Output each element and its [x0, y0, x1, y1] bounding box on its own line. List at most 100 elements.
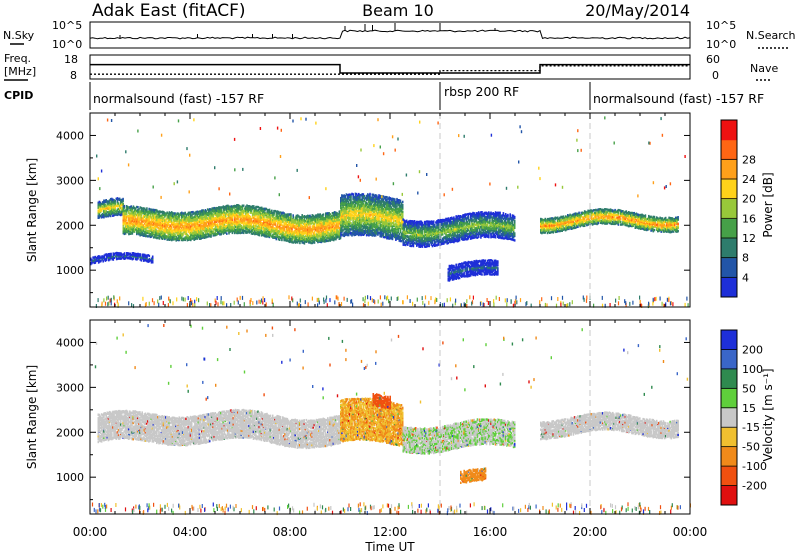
data-cell: [147, 223, 149, 226]
data-cell: [185, 236, 188, 239]
data-cell: [107, 202, 110, 205]
data-cell: [222, 212, 225, 216]
data-cell: [142, 225, 145, 229]
data-cell: [148, 234, 150, 238]
data-cell: [131, 210, 134, 213]
data-cell: [299, 241, 301, 245]
data-cell: [103, 199, 105, 202]
data-cell: [241, 231, 244, 234]
data-cell: [140, 208, 143, 211]
data-cell: [164, 212, 166, 215]
data-cell: [130, 226, 132, 229]
data-cell: [224, 208, 227, 211]
beam-title: Beam 10: [362, 1, 434, 20]
data-cell: [186, 233, 189, 237]
data-cell: [172, 221, 174, 224]
data-cell: [146, 225, 148, 228]
data-cell: [158, 221, 161, 224]
data-cell: [199, 226, 201, 230]
data-cell: [191, 211, 193, 214]
data-cell: [224, 218, 227, 221]
data-cell: [214, 231, 217, 235]
data-cell: [137, 231, 139, 234]
data-cell: [228, 209, 230, 212]
data-cell: [134, 222, 137, 225]
data-cell: [245, 209, 247, 212]
data-cell: [249, 230, 252, 233]
data-cell: [177, 228, 180, 231]
data-cell: [115, 210, 118, 213]
data-cell: [151, 211, 154, 215]
data-cell: [176, 215, 179, 219]
data-cell: [188, 227, 191, 231]
data-cell: [120, 211, 122, 214]
data-cell: [123, 209, 126, 212]
data-cell: [215, 233, 218, 236]
data-cell: [98, 214, 101, 217]
data-cell: [245, 218, 247, 221]
data-cell: [136, 213, 138, 217]
data-cell: [190, 225, 192, 228]
data-cell: [185, 221, 188, 224]
data-cell: [194, 231, 197, 234]
data-cell: [97, 206, 100, 209]
data-cell: [223, 229, 226, 233]
data-cell: [120, 204, 122, 208]
data-cell: [157, 210, 159, 214]
data-cell: [157, 230, 159, 233]
data-cell: [159, 223, 162, 226]
data-cell: [236, 207, 238, 211]
data-cell: [111, 205, 113, 208]
data-cell: [161, 210, 164, 213]
data-cell: [240, 231, 243, 234]
data-cell: [202, 210, 204, 214]
data-cell: [226, 206, 228, 209]
data-cell: [108, 199, 111, 202]
data-cell: [230, 205, 233, 208]
data-cell: [230, 212, 233, 216]
data-cell: [160, 233, 163, 236]
data-cell: [123, 215, 126, 218]
data-cell: [227, 213, 229, 216]
data-cell: [124, 229, 127, 233]
data-cell: [185, 223, 188, 226]
data-cell: [235, 222, 237, 225]
data-cell: [224, 225, 227, 228]
data-cell: [204, 221, 207, 225]
data-cell: [172, 223, 174, 226]
data-cell: [122, 214, 125, 217]
data-cell: [152, 215, 155, 219]
data-cell: [164, 236, 166, 240]
data-cell: [109, 204, 112, 207]
data-cell: [145, 227, 147, 230]
data-cell: [202, 209, 204, 212]
data-cell: [253, 222, 255, 226]
data-cell: [231, 207, 234, 210]
data-cell: [210, 230, 212, 233]
data-cell: [201, 220, 203, 224]
data-cell: [247, 206, 249, 209]
data-cell: [210, 215, 212, 219]
data-cell: [181, 234, 183, 237]
data-cell: [193, 221, 195, 224]
data-cell: [117, 197, 120, 201]
data-cell: [178, 230, 181, 234]
data-cell: [97, 201, 100, 204]
data-cell: [240, 208, 243, 211]
data-cell: [161, 219, 164, 222]
data-cell: [132, 215, 135, 218]
data-cell: [169, 220, 172, 223]
data-cell: [245, 205, 247, 208]
data-cell: [124, 222, 127, 225]
data-cell: [116, 205, 119, 208]
data-cell: [233, 223, 236, 226]
data-cell: [190, 219, 192, 222]
data-cell: [112, 214, 114, 217]
data-cell: [132, 216, 135, 220]
data-cell: [155, 228, 157, 231]
data-cell: [164, 219, 166, 222]
data-cell: [191, 223, 193, 227]
data-cell: [112, 209, 114, 213]
data-cell: [160, 222, 163, 226]
